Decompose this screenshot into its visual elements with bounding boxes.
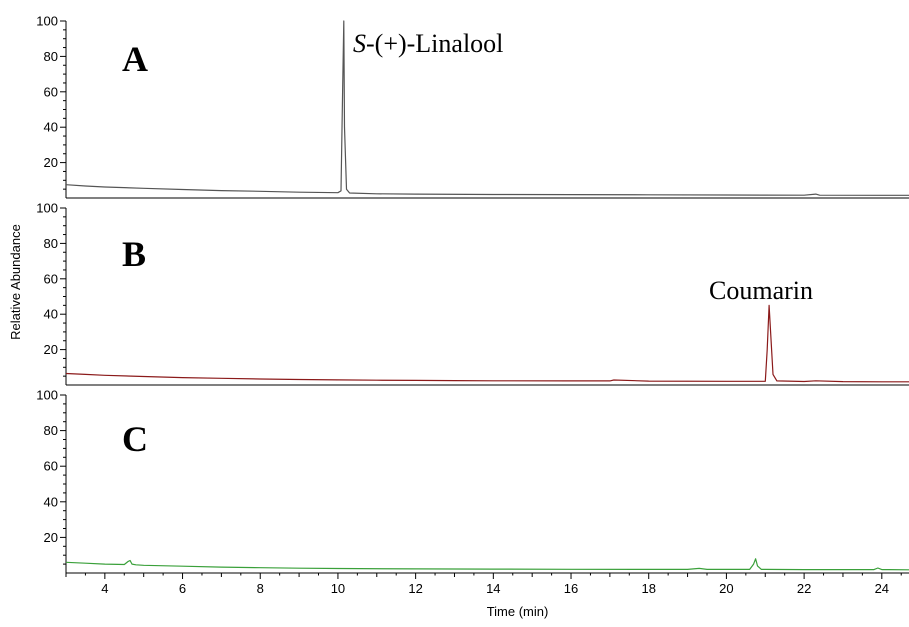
panel-a: 20 40 60 80 100 A S-(+)-Linalool bbox=[36, 14, 909, 199]
panel-c: 20 40 60 80 100 C bbox=[36, 388, 909, 574]
series-line bbox=[65, 304, 909, 383]
y-tick-label: 40 bbox=[44, 120, 58, 135]
y-tick-label: 80 bbox=[44, 423, 58, 438]
y-tick-label: 100 bbox=[36, 388, 58, 403]
y-tick-label: 100 bbox=[36, 201, 58, 216]
panel-b: 20 40 60 80 100 B Coumarin bbox=[36, 201, 909, 386]
x-tick-label: 10 bbox=[331, 581, 345, 596]
peak-label: S-(+)-Linalool bbox=[353, 29, 503, 58]
panel-letter-c: C bbox=[122, 419, 148, 459]
y-axis-title: Relative Abundance bbox=[8, 224, 23, 340]
x-tick-label: 22 bbox=[797, 581, 811, 596]
y-tick-label: 20 bbox=[44, 530, 58, 545]
series-line bbox=[65, 20, 909, 196]
y-tick-label: 60 bbox=[44, 84, 58, 99]
peak-label-text: Coumarin bbox=[709, 276, 813, 305]
series-line bbox=[65, 558, 909, 571]
panel-letter-a: A bbox=[122, 39, 148, 79]
peak-label-text: -(+)-Linalool bbox=[366, 29, 503, 58]
x-tick-label: 24 bbox=[875, 581, 889, 596]
peak-label: Coumarin bbox=[709, 276, 813, 305]
x-axis: 4 6 8 10 12 14 16 18 20 22 24 bbox=[65, 573, 902, 596]
y-tick-label: 60 bbox=[44, 459, 58, 474]
y-tick-label: 80 bbox=[44, 49, 58, 64]
x-tick-label: 20 bbox=[719, 581, 733, 596]
peak-label-italic: S bbox=[353, 29, 366, 58]
y-tick-label: 60 bbox=[44, 271, 58, 286]
y-tick-label: 80 bbox=[44, 236, 58, 251]
y-tick-label: 40 bbox=[44, 494, 58, 509]
x-tick-label: 8 bbox=[257, 581, 264, 596]
panels-group: 20 40 60 80 100 A S-(+)-Linalool 20 40 60 80 100 B Co… bbox=[36, 14, 909, 574]
x-axis-title: Time (min) bbox=[487, 604, 549, 619]
y-tick-label: 100 bbox=[36, 14, 58, 29]
x-tick-label: 14 bbox=[486, 581, 500, 596]
x-tick-label: 4 bbox=[101, 581, 108, 596]
panel-letter-b: B bbox=[122, 234, 146, 274]
y-tick-label: 20 bbox=[44, 155, 58, 170]
y-tick-label: 20 bbox=[44, 342, 58, 357]
x-tick-label: 12 bbox=[408, 581, 422, 596]
y-tick-label: 40 bbox=[44, 307, 58, 322]
x-tick-label: 16 bbox=[564, 581, 578, 596]
x-tick-label: 18 bbox=[641, 581, 655, 596]
x-tick-label: 6 bbox=[179, 581, 186, 596]
